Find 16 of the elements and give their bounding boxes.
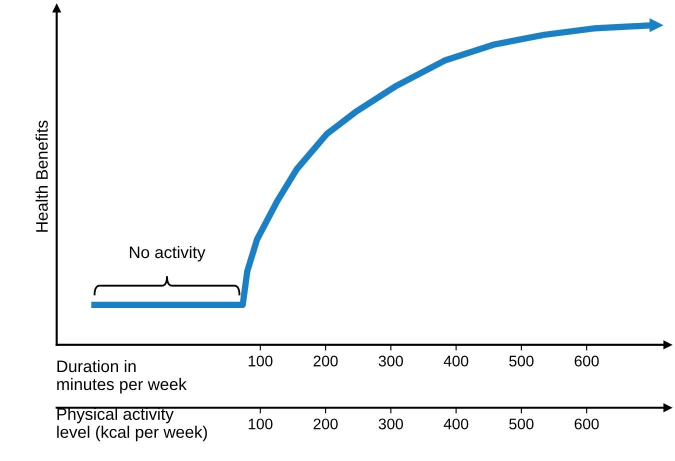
x-tick-label: 300 <box>378 418 404 430</box>
x-tick-label: 200 <box>314 418 338 430</box>
x-tick-label: 100 <box>248 418 272 430</box>
x2-tick-label: 100 <box>248 356 272 366</box>
x-tick-label: 400 <box>444 418 468 430</box>
x2-tick-label: 200 <box>314 356 338 366</box>
x2-tick-label: 600 <box>574 356 599 366</box>
x-tick-label: 500 <box>509 418 534 430</box>
annotation: No activity <box>130 246 206 262</box>
y-axis-title: Health Benefits <box>36 120 48 232</box>
x-axis-title: Duration in minutes per week <box>57 360 187 394</box>
x2-tick-label: 400 <box>444 356 468 366</box>
x-tick-label: 600 <box>574 418 599 430</box>
x2-tick-label: 300 <box>378 356 404 366</box>
x2-axis-title: Physical activity level (kcal per week) <box>57 408 207 442</box>
x2-tick-label: 500 <box>509 356 534 366</box>
